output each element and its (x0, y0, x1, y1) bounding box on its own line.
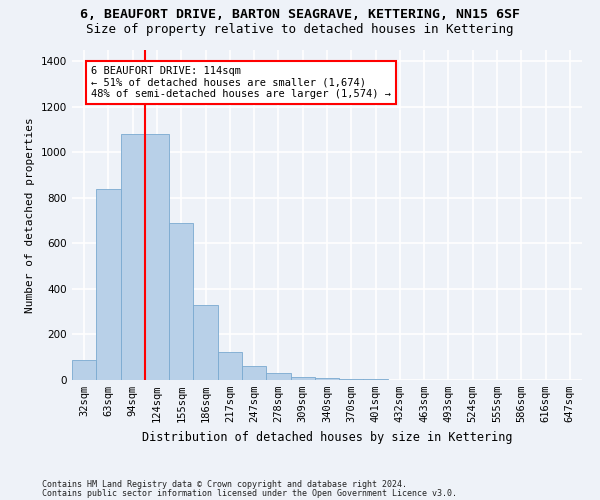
Text: Contains public sector information licensed under the Open Government Licence v3: Contains public sector information licen… (42, 489, 457, 498)
Text: Size of property relative to detached houses in Kettering: Size of property relative to detached ho… (86, 22, 514, 36)
Bar (266, 373, 290, 380)
Bar (96, 189, 121, 380)
Y-axis label: Number of detached properties: Number of detached properties (25, 117, 35, 313)
Bar (145, 134, 169, 380)
Bar (193, 305, 218, 380)
Bar (72, 360, 96, 380)
Bar (339, 379, 364, 380)
Bar (169, 223, 193, 380)
X-axis label: Distribution of detached houses by size in Kettering: Distribution of detached houses by size … (142, 430, 512, 444)
Bar (242, 366, 266, 380)
Bar (218, 352, 242, 380)
Bar (290, 376, 315, 380)
Bar (315, 378, 339, 380)
Bar (121, 134, 145, 380)
Text: 6 BEAUFORT DRIVE: 114sqm
← 51% of detached houses are smaller (1,674)
48% of sem: 6 BEAUFORT DRIVE: 114sqm ← 51% of detach… (91, 66, 391, 99)
Text: 6, BEAUFORT DRIVE, BARTON SEAGRAVE, KETTERING, NN15 6SF: 6, BEAUFORT DRIVE, BARTON SEAGRAVE, KETT… (80, 8, 520, 20)
Text: Contains HM Land Registry data © Crown copyright and database right 2024.: Contains HM Land Registry data © Crown c… (42, 480, 407, 489)
